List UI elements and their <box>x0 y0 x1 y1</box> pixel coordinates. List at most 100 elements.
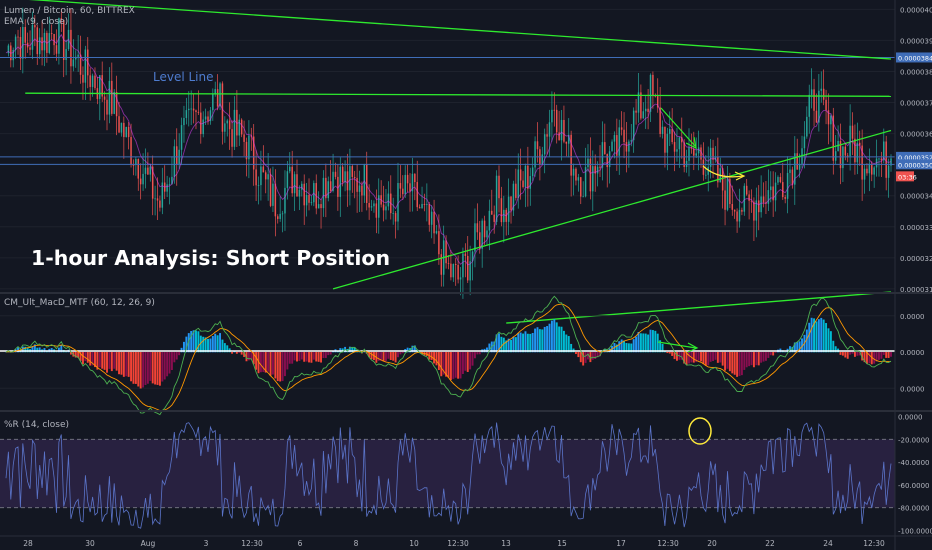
candle-body <box>866 168 868 174</box>
macd-histogram-bar <box>875 352 878 362</box>
candle-body <box>176 146 178 165</box>
macd-histogram-bar <box>493 341 496 353</box>
candle-body <box>887 165 890 178</box>
candle-body <box>411 173 414 192</box>
candle-body <box>308 194 310 203</box>
candle-body <box>334 171 337 177</box>
candle-body <box>471 251 474 262</box>
ema-path <box>5 33 892 266</box>
candle-body <box>149 166 152 175</box>
macd-histogram <box>5 317 892 389</box>
macd-histogram-bar <box>370 352 373 360</box>
candle-body <box>454 264 457 265</box>
price-axis[interactable]: 0.00004000 0.00003900 0.00003800 0.00003700… <box>896 6 932 294</box>
candle-body <box>418 207 421 209</box>
candle-body <box>570 134 572 176</box>
price-pane[interactable]: Lumen / Bitcoin, 60, BITTREX EMA (9, clo… <box>0 0 932 324</box>
macd-histogram-bar <box>317 352 320 362</box>
macd-pane[interactable]: CM_Ult_MacD_MTF (60, 12, 26, 9) 0.00000.… <box>0 292 932 416</box>
macd-histogram-bar <box>466 352 469 372</box>
down-arrow-annotation <box>660 107 696 147</box>
candle-body <box>279 213 281 219</box>
macd-histogram-bar <box>510 339 512 353</box>
macd-axis[interactable]: 0.0000 0.0000 0.0000 <box>900 313 925 394</box>
macd-histogram-bar <box>887 352 890 358</box>
candle-body <box>404 174 406 195</box>
candle-body <box>705 174 707 176</box>
macd-histogram-bar <box>392 352 395 361</box>
candle-body <box>281 213 284 215</box>
macd-histogram-bar <box>442 352 445 375</box>
candle-body <box>255 169 257 186</box>
macd-histogram-bar <box>387 352 390 359</box>
macd-histogram-bar <box>315 352 318 362</box>
macd-histogram-bar <box>154 352 157 385</box>
williams-r-pane[interactable]: %R (14, close) 0.0000 -20.0000 -40.0000 -60… <box>0 410 932 536</box>
price-tick-label: 0.00003700 <box>900 100 932 108</box>
candle-body <box>171 176 173 185</box>
price-tick-label: 0.00004000 <box>900 6 932 14</box>
macd-histogram-bar <box>685 352 688 365</box>
candle-body <box>726 178 729 210</box>
candle-body <box>681 137 683 143</box>
candle-body <box>731 204 734 210</box>
macd-histogram-bar <box>577 352 580 358</box>
candle-body <box>616 135 618 156</box>
macd-histogram-bar <box>712 352 714 361</box>
time-tick-label: 6 <box>298 539 303 548</box>
williams-r-axis[interactable]: 0.0000 -20.0000 -40.0000 -60.0000 -80.0000 -1… <box>898 414 932 536</box>
macd-histogram-bar <box>166 352 169 377</box>
candle-body <box>529 176 532 189</box>
overbought-circle-annotation <box>688 417 712 445</box>
candle-body <box>17 36 19 38</box>
macd-histogram-bar <box>565 334 568 353</box>
macd-histogram-bar <box>33 344 36 353</box>
candle-body <box>240 119 243 135</box>
macd-histogram-bar <box>473 352 476 359</box>
candle-body <box>320 204 322 209</box>
candle-body <box>450 263 452 278</box>
macd-histogram-bar <box>118 352 120 375</box>
macd-histogram-bar <box>529 333 532 353</box>
candle-body <box>798 163 801 170</box>
candle-body <box>693 148 695 156</box>
candle-body <box>433 211 435 234</box>
macd-histogram-bar <box>767 352 770 358</box>
candle-body <box>476 223 479 233</box>
williams-r-tick-label: -80.0000 <box>898 505 929 513</box>
macd-histogram-bar <box>211 336 214 353</box>
price-tag-lower: 0.00003501 <box>898 161 932 169</box>
macd-histogram-bar <box>841 352 844 356</box>
candle-body <box>637 92 640 113</box>
time-tick-label: 24 <box>823 539 833 548</box>
macd-histogram-bar <box>293 352 296 361</box>
macd-histogram-bar <box>695 352 698 363</box>
williams-r-band <box>0 438 895 509</box>
time-axis[interactable]: 28 30 Aug 3 12:30 6 8 10 12:30 13 15 17 12:30 20 22 24 1… <box>0 535 932 548</box>
macd-histogram-bar <box>127 352 130 377</box>
candle-body <box>457 264 459 280</box>
candle-body <box>827 110 830 125</box>
candle-body <box>151 166 154 199</box>
macd-histogram-bar <box>226 345 229 353</box>
williams-r-title: %R (14, close) <box>4 420 69 430</box>
macd-histogram-bar <box>743 352 746 370</box>
candle-body <box>808 94 810 117</box>
candle-body <box>139 178 142 185</box>
macd-histogram-bar <box>26 347 29 353</box>
macd-histogram-bar <box>865 352 868 364</box>
candle-body <box>346 171 349 191</box>
candle-body <box>228 120 231 130</box>
candle-body <box>493 214 495 222</box>
macd-histogram-bar <box>649 329 652 353</box>
candle-body <box>587 158 589 168</box>
candle-body <box>361 185 363 196</box>
macd-histogram-bar <box>702 352 705 365</box>
candle-body <box>871 163 873 175</box>
candle-body <box>414 173 416 183</box>
candle-body <box>91 75 94 87</box>
macd-histogram-bar <box>380 352 383 361</box>
candle-body <box>818 90 820 123</box>
macd-histogram-bar <box>77 352 80 358</box>
